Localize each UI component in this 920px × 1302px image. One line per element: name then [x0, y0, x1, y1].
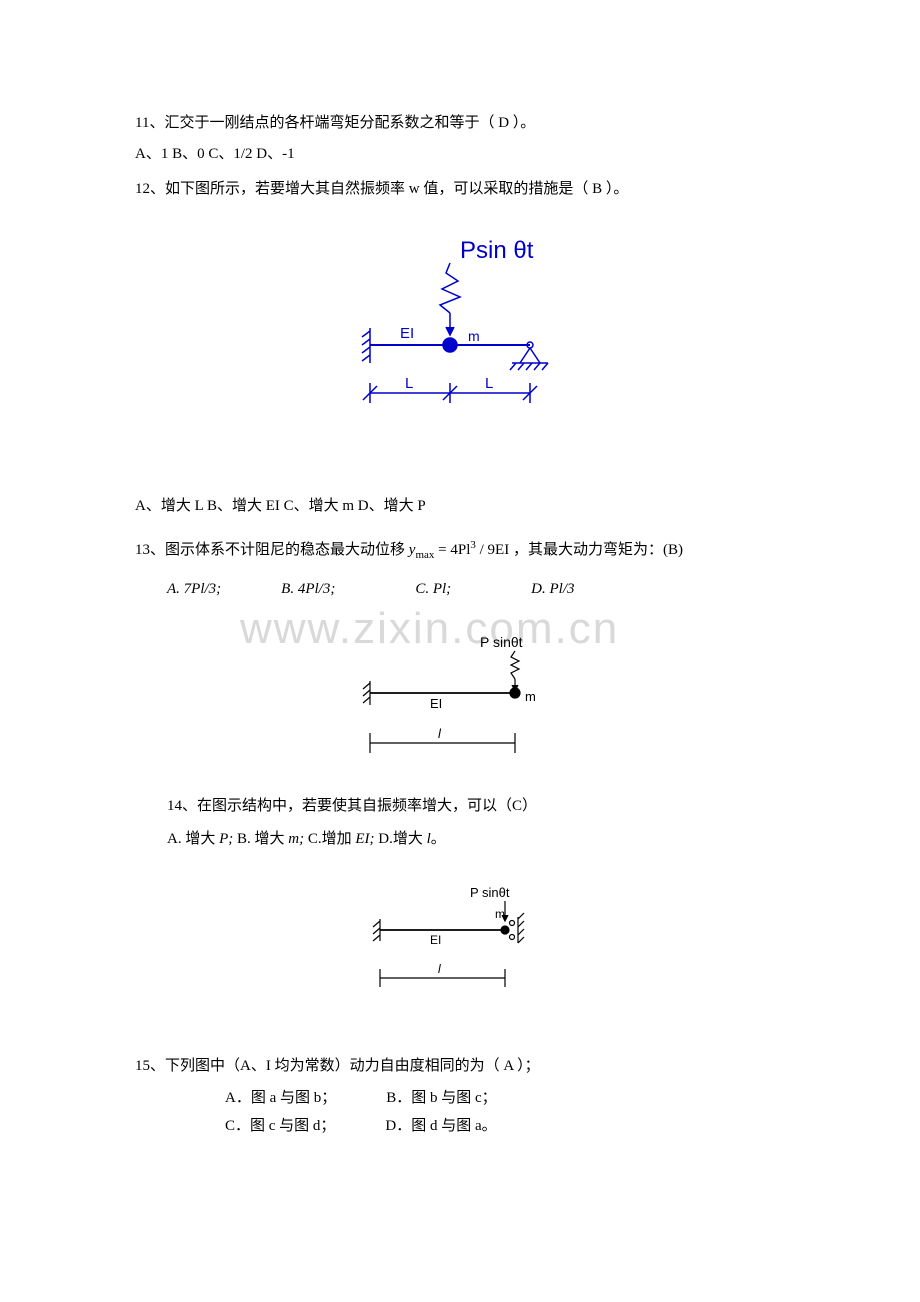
q14-l: l — [438, 962, 441, 976]
q15-a: A．图 a 与图 b； — [225, 1090, 336, 1106]
q14-a-pre: A. 增大 — [167, 831, 219, 847]
q11-options: A、1 B、0 C、1/2 D、-1 — [135, 141, 785, 168]
q13-figure: P sinθt m EI l — [135, 633, 785, 763]
q14-b-pre: B. 增大 — [233, 831, 288, 847]
q12-figure: Psin θt — [135, 233, 785, 423]
q13-pre: 13、图示体系不计阻尼的稳态最大动位移 — [135, 542, 409, 558]
q14-text: 14、在图示结构中，若要使其自振频率增大，可以（C） — [167, 793, 785, 820]
q12-load-label: Psin θt — [460, 237, 534, 264]
q13-eq: = 4Pl — [434, 542, 470, 558]
q14-b-it: m; — [288, 831, 304, 847]
q15-row2: C．图 c 与图 d； D．图 d 与图 a。 — [225, 1112, 785, 1141]
q12-L2: L — [485, 375, 493, 392]
q12-m-label: m — [468, 328, 480, 344]
q13-post: / 9EI ，其最大动力弯矩为：(B) — [476, 542, 683, 558]
q15-text: 15、下列图中（A、I 均为常数）动力自由度相同的为（ A ）； — [135, 1053, 785, 1080]
q12-ei-label: EI — [400, 325, 414, 342]
q13-load: P sinθt — [480, 634, 523, 650]
q15-d: D．图 d 与图 a。 — [385, 1118, 496, 1134]
q14-svg: P sinθt m EI — [340, 883, 580, 1003]
q14-m: m — [495, 907, 505, 921]
q14-d-post: 。 — [431, 831, 446, 847]
q14-load: P sinθt — [470, 885, 510, 900]
q14-d-pre: D.增大 — [375, 831, 427, 847]
q14-options: A. 增大 P; B. 增大 m; C.增加 EI; D.增大 l。 — [167, 826, 785, 853]
q12-svg: Psin θt — [330, 233, 590, 423]
q11-text: 11、汇交于一刚结点的各杆端弯矩分配系数之和等于（ D ）。 — [135, 110, 785, 137]
q13-l: l — [438, 726, 442, 741]
q13-options: A. 7Pl/3; B. 4Pl/3; C. Pl; D. Pl/3 — [167, 576, 785, 603]
q14-figure: P sinθt m EI — [135, 883, 785, 1003]
q13-text: 13、图示体系不计阻尼的稳态最大动位移 ymax = 4Pl3 / 9EI ，其… — [135, 536, 785, 566]
q13-optc: C. Pl; — [415, 581, 451, 597]
q13-opta: A. 7Pl/3; — [167, 581, 221, 597]
q15-row1: A．图 a 与图 b； B．图 b 与图 c； — [225, 1084, 785, 1113]
q14-a-it: P; — [219, 831, 233, 847]
q12-text: 12、如下图所示，若要增大其自然振频率 w 值，可以采取的措施是（ B ）。 — [135, 176, 785, 203]
q13-m: m — [525, 689, 536, 704]
q14-ei: EI — [430, 933, 441, 947]
page-content: 11、汇交于一刚结点的各杆端弯矩分配系数之和等于（ D ）。 A、1 B、0 C… — [135, 110, 785, 1141]
q13-ysub: max — [415, 549, 434, 561]
q13-svg: P sinθt m EI l — [330, 633, 590, 763]
q13-optd: D. Pl/3 — [531, 581, 574, 597]
q12-options: A、增大 L B、增大 EI C、增大 m D、增大 P — [135, 493, 785, 520]
q13-ei: EI — [430, 696, 442, 711]
q13-optb: B. 4Pl/3; — [281, 581, 335, 597]
q14-c-pre: C.增加 — [304, 831, 355, 847]
q12-L1: L — [405, 375, 413, 392]
q15-c: C．图 c 与图 d； — [225, 1118, 335, 1134]
q15-b: B．图 b 与图 c； — [386, 1090, 496, 1106]
q14-c-it: EI; — [355, 831, 374, 847]
